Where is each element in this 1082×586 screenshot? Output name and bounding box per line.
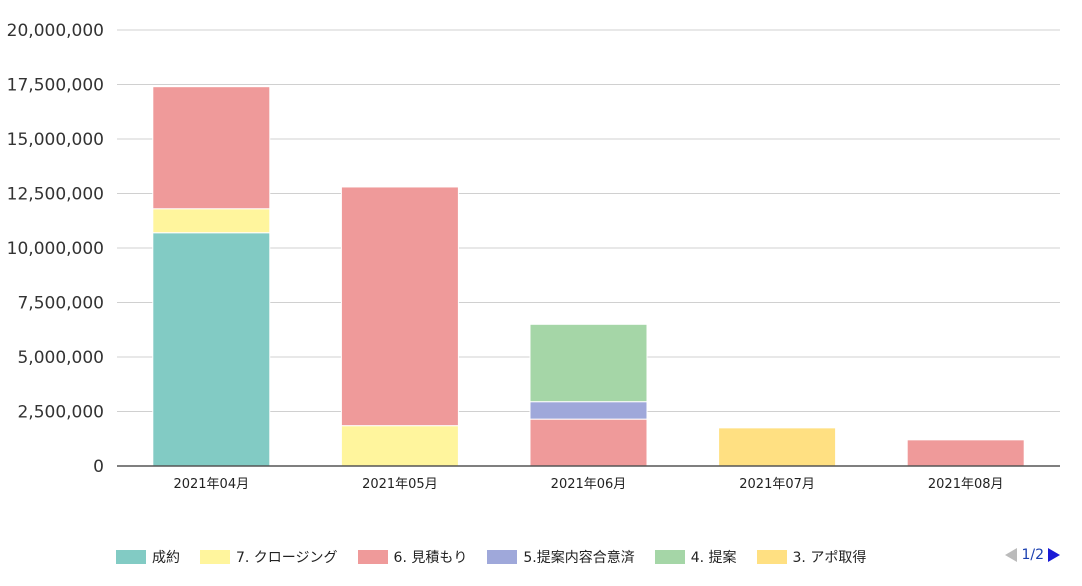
axes: 0 2,500,000 5,000,000 7,500,000 10,000,000 12… bbox=[7, 21, 1060, 492]
legend-swatch bbox=[756, 550, 787, 564]
legend: 成約 7. クロージング 6. 見積もり 5.提案内容合意済 4. 提案 3. アポ取得 bbox=[116, 545, 1066, 569]
bar-segment[interactable] bbox=[340, 425, 459, 467]
y-tick-label: 7,500,000 bbox=[17, 294, 104, 314]
x-tick-label: 2021年04月 bbox=[173, 477, 249, 492]
legend-swatch bbox=[487, 550, 518, 564]
legend-item[interactable]: 4. 提案 bbox=[654, 547, 737, 567]
bar-segment[interactable] bbox=[152, 208, 271, 234]
x-tick-label: 2021年08月 bbox=[928, 477, 1004, 492]
page-indicator: 1/2 bbox=[1021, 547, 1044, 563]
legend-label: 4. 提案 bbox=[690, 550, 737, 566]
x-tick-label: 2021年06月 bbox=[551, 477, 627, 492]
legend-item[interactable]: 6. 見積もり bbox=[357, 547, 468, 567]
gridlines bbox=[117, 29, 1060, 412]
bar-segment[interactable] bbox=[529, 418, 648, 467]
y-tick-label: 5,000,000 bbox=[17, 348, 104, 368]
legend-item[interactable]: 5.提案内容合意済 bbox=[487, 547, 635, 567]
y-tick-label: 15,000,000 bbox=[7, 130, 104, 150]
bar-segment[interactable] bbox=[152, 232, 271, 467]
legend-item[interactable]: 3. アポ取得 bbox=[756, 547, 867, 567]
bar-segment[interactable] bbox=[152, 86, 271, 210]
bar-segment[interactable] bbox=[529, 323, 648, 403]
legend-label: 5.提案内容合意済 bbox=[523, 550, 635, 566]
y-tick-label: 10,000,000 bbox=[7, 239, 104, 259]
legend-label: 6. 見積もり bbox=[393, 550, 468, 566]
legend-item[interactable]: 7. クロージング bbox=[200, 547, 338, 567]
y-tick-label: 17,500,000 bbox=[7, 76, 104, 96]
legend-swatch bbox=[654, 550, 685, 564]
legend-item[interactable]: 成約 bbox=[116, 547, 180, 567]
legend-label: 7. クロージング bbox=[236, 550, 338, 566]
y-tick-label: 2,500,000 bbox=[17, 403, 104, 423]
y-tick-label: 0 bbox=[93, 457, 104, 477]
legend-pager: 1/2 bbox=[1005, 547, 1060, 563]
chart-area: 0 2,500,000 5,000,000 7,500,000 10,000,000 12… bbox=[7, 21, 1060, 492]
bar-segment[interactable] bbox=[906, 439, 1025, 467]
x-tick-label: 2021年05月 bbox=[362, 477, 438, 492]
bars bbox=[152, 86, 1025, 467]
legend-swatch bbox=[116, 550, 146, 564]
legend-swatch bbox=[357, 550, 388, 564]
legend-label: 成約 bbox=[152, 550, 180, 566]
legend-swatch bbox=[200, 550, 230, 564]
y-tick-label: 12,500,000 bbox=[7, 185, 104, 205]
prev-page-icon[interactable] bbox=[1005, 548, 1018, 562]
bar-segment[interactable] bbox=[529, 401, 648, 420]
bar-segment[interactable] bbox=[718, 427, 837, 467]
bar-segment[interactable] bbox=[340, 186, 459, 427]
legend-label: 3. アポ取得 bbox=[792, 550, 867, 566]
next-page-icon[interactable] bbox=[1048, 548, 1060, 562]
x-tick-label: 2021年07月 bbox=[739, 477, 815, 492]
y-tick-label: 20,000,000 bbox=[7, 21, 104, 41]
